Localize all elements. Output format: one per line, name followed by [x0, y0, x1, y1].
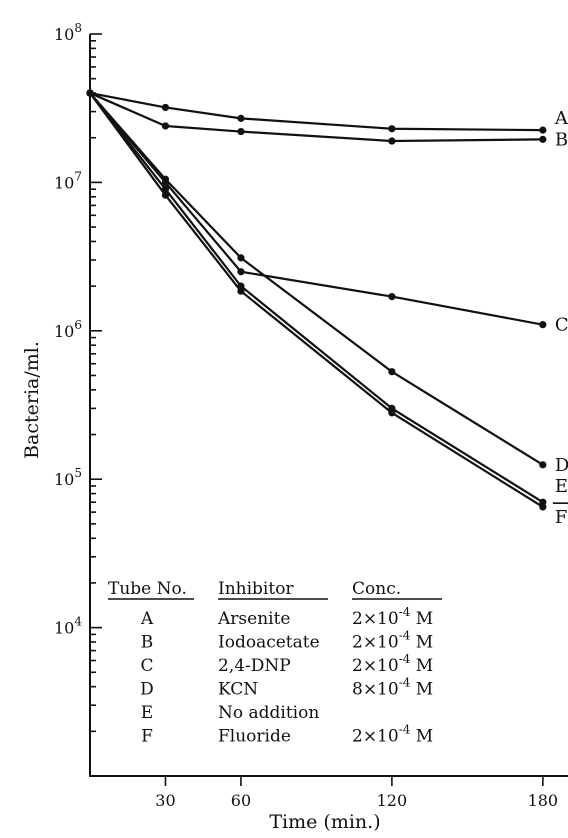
x-axis-title: Time (min.): [269, 811, 380, 833]
legend-table: Tube No. Inhibitor Conc. A Arsenite 2×10-4 M B…: [108, 579, 442, 747]
x-tick-label: 120: [377, 791, 408, 810]
series-label-f: F: [555, 507, 568, 528]
legend-inhibitor: No addition: [218, 703, 319, 723]
series-line-e: [89, 92, 544, 504]
legend-tube: C: [140, 656, 153, 676]
data-point-c: [388, 293, 396, 301]
data-point-d: [388, 368, 396, 376]
data-point-d: [237, 254, 245, 262]
legend-conc: 2×10-4 M: [352, 629, 433, 653]
y-tick-label: 104: [54, 615, 82, 638]
series-line-a: [89, 91, 543, 132]
legend-inhibitor: Iodoacetate: [218, 633, 320, 653]
series-line-d: [89, 92, 544, 466]
legend-tube: F: [141, 727, 153, 747]
legend-inhibitor: KCN: [218, 680, 258, 700]
series-label-d: D: [555, 455, 568, 476]
data-point-c: [539, 321, 547, 329]
data-point-d: [161, 175, 170, 183]
legend-header: Inhibitor: [218, 579, 294, 599]
data-point-f: [161, 191, 170, 199]
data-point-b: [161, 122, 170, 130]
series-layer: [86, 89, 547, 511]
axes: 104 105 106 107 108 30 60 120 180: [54, 21, 568, 810]
data-point-b: [388, 137, 396, 145]
legend-inhibitor: Fluoride: [218, 727, 291, 747]
data-point-c: [237, 268, 245, 276]
legend-inhibitor: 2,4-DNP: [218, 656, 291, 676]
data-point-a: [161, 103, 170, 112]
series-label-a: A: [554, 108, 568, 129]
data-point-f: [237, 287, 245, 295]
data-point-b: [539, 135, 547, 143]
data-point-f: [388, 409, 396, 417]
series-line-f: [89, 92, 544, 508]
data-point-d: [539, 461, 547, 469]
y-tick-label: 108: [54, 21, 82, 44]
legend-tube: A: [140, 609, 154, 629]
series-label-c: C: [555, 315, 568, 336]
legend-header: Tube No.: [108, 579, 187, 599]
legend-inhibitor: Arsenite: [217, 609, 290, 629]
legend-tube: E: [141, 703, 153, 723]
series-label-b: B: [555, 129, 568, 150]
x-tick-label: 30: [155, 791, 175, 810]
legend-tube: B: [141, 633, 154, 653]
series-line-c: [89, 92, 544, 326]
y-axis-title: Bacteria/ml.: [21, 341, 43, 459]
y-tick-label: 105: [54, 466, 82, 489]
legend-conc: 2×10-4 M: [352, 723, 433, 747]
data-point-a: [539, 126, 547, 134]
legend-conc: 2×10-4 M: [352, 605, 433, 629]
data-point-f: [86, 89, 94, 97]
legend-conc: 2×10-4 M: [352, 652, 433, 676]
data-point-a: [237, 114, 245, 122]
legend-header: Conc.: [352, 579, 401, 599]
series-line-b: [89, 92, 543, 143]
data-point-a: [388, 125, 396, 133]
legend-tube: D: [140, 680, 154, 700]
x-tick-label: 180: [528, 791, 559, 810]
legend-conc: 8×10-4 M: [352, 676, 433, 700]
series-end-labels: AB C DEF: [552, 108, 568, 528]
data-point-f: [539, 503, 547, 511]
axis-frame: [89, 34, 568, 777]
y-tick-label: 106: [54, 318, 82, 341]
x-tick-label: 60: [231, 791, 251, 810]
y-tick-label: 107: [54, 169, 82, 192]
series-label-e: E: [555, 476, 568, 497]
data-point-b: [237, 127, 245, 136]
